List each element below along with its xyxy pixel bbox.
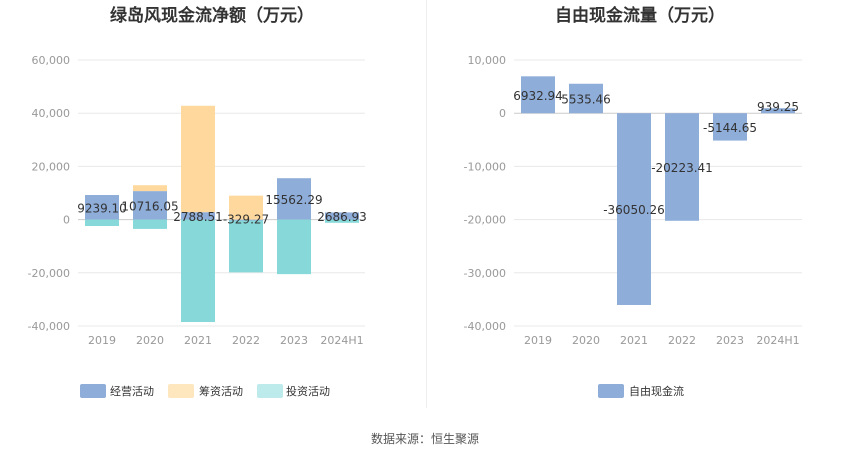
legend-swatch-自由现金流 [598,384,624,398]
bar-筹资活动-2022 [229,195,263,220]
bar-投资活动-2019 [85,219,119,226]
bar-经营活动-2019 [85,195,119,220]
x-tick-label: 2023 [280,334,308,347]
data-label-2024H1: 939.25 [757,100,799,114]
y-tick-label: -20,000 [28,267,70,280]
legend-swatch-投资活动 [257,384,283,398]
bar-投资活动-2021 [181,219,215,323]
bar-经营活动-2023 [277,178,311,220]
bar-投资活动-2024H1 [325,219,359,223]
bar-投资活动-2022 [229,220,263,273]
data-label-2024H1: 2686.93 [317,210,367,224]
data-label-2021: 2788.51 [173,210,223,224]
y-tick-label: 0 [499,107,506,120]
bar-自由现金流-2019 [521,76,555,114]
legend-label-筹资活动: 筹资活动 [199,384,243,398]
y-tick-label: -40,000 [464,320,506,333]
bar-筹资活动-2021 [181,105,215,213]
y-tick-label: 20,000 [32,160,71,173]
y-tick-label: -30,000 [464,267,506,280]
y-tick-label: 10,000 [468,54,507,67]
x-tick-label: 2021 [620,334,648,347]
bar-自由现金流-2024H1 [761,108,795,114]
y-tick-label: 40,000 [32,107,71,120]
bar-自由现金流-2022 [665,113,699,221]
bar-经营活动-2021 [181,212,215,220]
data-label-2020: 5535.46 [561,92,611,106]
bar-投资活动-2020 [133,219,167,229]
bar-自由现金流-2020 [569,83,603,114]
x-tick-label: 2024H1 [320,334,363,347]
legend-swatch-筹资活动 [168,384,194,398]
chart-title-2: 自由现金流量（万元） [555,5,725,26]
data-label-2023: 15562.29 [265,193,322,207]
legend-label-经营活动: 经营活动 [110,384,154,398]
bar-自由现金流-2023 [713,113,747,141]
chart-title-1: 绿岛风现金流净额（万元） [110,5,314,26]
data-source-note: 数据来源：恒生聚源 [370,432,479,446]
bar-筹资活动-2020 [133,185,167,192]
x-tick-label: 2023 [716,334,744,347]
bar-经营活动-2024H1 [325,212,359,220]
data-label-2022: -329.27 [223,213,269,227]
y-tick-label: -10,000 [464,160,506,173]
legend-label-自由现金流: 自由现金流 [629,384,684,398]
data-label-2022: -20223.41 [651,161,713,175]
legend-swatch-经营活动 [80,384,106,398]
bar-投资活动-2023 [277,219,311,275]
data-label-2023: -5144.65 [703,121,757,135]
data-label-2019: 6932.94 [513,89,563,103]
y-tick-label: 0 [63,214,70,227]
data-label-2019: 9239.10 [77,201,127,215]
x-tick-label: 2019 [524,334,552,347]
y-tick-label: 60,000 [32,54,71,67]
legend-label-投资活动: 投资活动 [286,384,330,398]
y-tick-label: -40,000 [28,320,70,333]
x-tick-label: 2020 [572,334,600,347]
y-tick-label: -20,000 [464,214,506,227]
x-tick-label: 2021 [184,334,212,347]
panel-divider [426,0,427,408]
x-tick-label: 2024H1 [756,334,799,347]
x-tick-label: 2019 [88,334,116,347]
data-label-2020: 10716.05 [121,199,178,213]
bar-自由现金流-2021 [617,113,651,305]
x-tick-label: 2022 [232,334,260,347]
bar-经营活动-2022 [229,219,263,222]
bar-经营活动-2020 [133,191,167,220]
x-tick-label: 2020 [136,334,164,347]
x-tick-label: 2022 [668,334,696,347]
data-label-2021: -36050.26 [603,203,665,217]
